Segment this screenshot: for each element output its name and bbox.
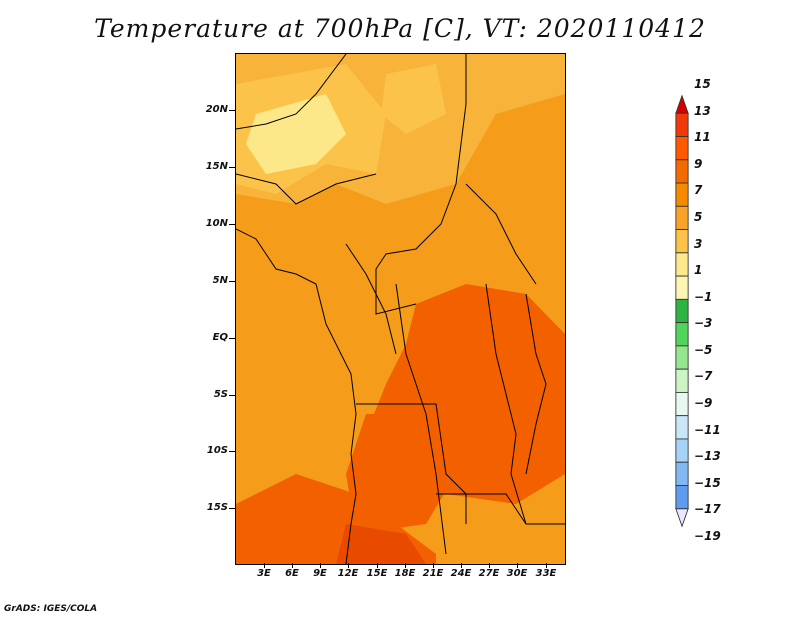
y-label-5s: 5S	[213, 389, 228, 400]
x-label-9e: 9E	[313, 568, 327, 579]
x-label-18e: 18E	[394, 568, 416, 579]
field-patch-2	[381, 64, 446, 134]
y-label-10s: 10S	[206, 445, 228, 456]
colorbar-label: −15	[694, 475, 721, 490]
x-tick	[517, 563, 518, 568]
y-tick	[229, 508, 235, 509]
x-tick	[348, 563, 349, 568]
field-cool-patch	[246, 94, 346, 174]
field-warm-south	[346, 414, 456, 534]
x-label-27e: 27E	[478, 568, 500, 579]
x-tick	[461, 563, 462, 568]
y-label-20n: 20N	[205, 104, 228, 115]
x-label-24e: 24E	[450, 568, 472, 579]
colorbar-label: −19	[694, 529, 721, 543]
colorbar-segment	[675, 415, 689, 440]
x-label-6e: 6E	[285, 568, 299, 579]
colorbar-segment	[675, 112, 689, 137]
x-label-33e: 33E	[535, 568, 557, 579]
x-tick	[433, 563, 434, 568]
y-tick	[229, 167, 235, 168]
x-tick	[377, 563, 378, 568]
colorbar-segment	[675, 298, 689, 324]
colorbar-label: −11	[694, 422, 721, 437]
colorbar-label: 13	[694, 103, 711, 118]
colorbar-segment	[675, 252, 689, 277]
colorbar	[675, 94, 689, 528]
y-label-15n: 15N	[205, 161, 228, 172]
colorbar-label: −3	[694, 316, 713, 331]
colorbar-label: 15	[694, 77, 711, 91]
colorbar-segment	[675, 205, 689, 231]
y-tick	[229, 338, 235, 339]
colorbar-label: 5	[694, 209, 703, 224]
x-label-12e: 12E	[337, 568, 359, 579]
field-hot-patch	[336, 524, 426, 564]
country-borders	[236, 54, 565, 564]
colorbar-segment	[675, 391, 689, 417]
chart-title: Temperature at 700hPa [C], VT: 202011041…	[94, 14, 706, 43]
colorbar-label: −9	[694, 396, 713, 411]
colorbar-label: 7	[694, 183, 703, 198]
x-tick	[546, 563, 547, 568]
colorbar-label: 3	[694, 236, 703, 251]
colorbar-segments	[675, 112, 689, 510]
x-label-3e: 3E	[257, 568, 271, 579]
colorbar-segment	[675, 322, 689, 347]
x-tick	[489, 563, 490, 568]
y-tick	[229, 224, 235, 225]
colorbar-segment	[675, 485, 689, 510]
y-tick	[229, 110, 235, 111]
colorbar-segment	[675, 275, 689, 300]
colorbar-segment	[675, 345, 689, 370]
x-tick	[320, 563, 321, 568]
y-label-10n: 10N	[205, 218, 228, 229]
map-field	[236, 54, 565, 564]
credit-text: GrADS: IGES/COLA	[4, 604, 98, 614]
colorbar-label: −13	[694, 449, 721, 464]
colorbar-label: −1	[694, 289, 713, 304]
x-tick	[264, 563, 265, 568]
colorbar-bottom-arrow	[675, 508, 689, 528]
colorbar-segment	[675, 182, 689, 207]
colorbar-label: 1	[694, 263, 703, 278]
x-label-21e: 21E	[422, 568, 444, 579]
y-label-eq: EQ	[212, 332, 228, 343]
x-tick	[292, 563, 293, 568]
y-tick	[229, 395, 235, 396]
x-label-30e: 30E	[506, 568, 528, 579]
colorbar-label: −5	[694, 342, 713, 357]
colorbar-label: 11	[694, 130, 711, 145]
colorbar-label: −17	[694, 502, 721, 517]
colorbar-segment	[675, 438, 689, 463]
colorbar-segment	[675, 461, 689, 486]
x-label-15e: 15E	[366, 568, 388, 579]
x-tick	[405, 563, 406, 568]
colorbar-segment	[675, 159, 689, 184]
y-label-15s: 15S	[206, 502, 228, 513]
colorbar-segment	[675, 368, 689, 393]
colorbar-top-arrow	[675, 94, 689, 114]
temperature-map	[235, 53, 566, 565]
colorbar-label: −7	[694, 369, 713, 384]
colorbar-label: 9	[694, 156, 703, 171]
y-label-5n: 5N	[212, 275, 228, 286]
y-tick	[229, 281, 235, 282]
y-tick	[229, 451, 235, 452]
colorbar-segment	[675, 136, 689, 161]
colorbar-segment	[675, 229, 689, 254]
